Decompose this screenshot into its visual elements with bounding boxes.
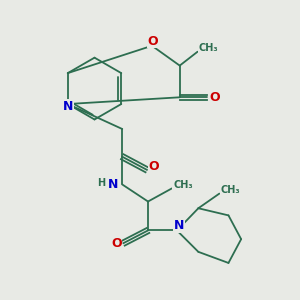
Text: H: H (98, 178, 106, 188)
Text: O: O (149, 160, 159, 173)
Text: N: N (108, 178, 119, 191)
Text: CH₃: CH₃ (173, 180, 193, 190)
Text: CH₃: CH₃ (199, 43, 218, 53)
Text: O: O (111, 237, 122, 250)
Text: N: N (63, 100, 73, 112)
Text: O: O (209, 91, 220, 104)
Text: N: N (174, 219, 184, 232)
Text: O: O (148, 34, 158, 47)
Text: CH₃: CH₃ (220, 185, 240, 195)
